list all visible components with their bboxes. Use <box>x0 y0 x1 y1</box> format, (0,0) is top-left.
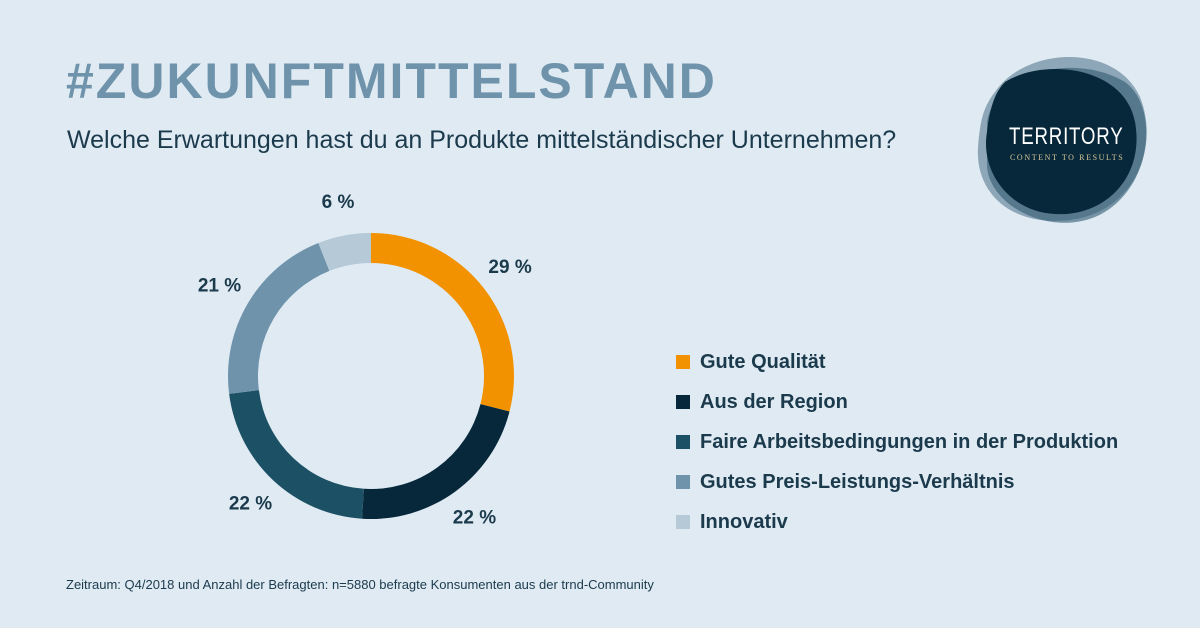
donut-slice-3 <box>229 390 364 519</box>
donut-slice-5 <box>318 233 371 271</box>
data-label-1: 29 % <box>488 257 531 278</box>
data-label-4: 21 % <box>198 275 241 296</box>
donut-chart: 29 % 22 % 22 % 21 % 6 % <box>198 192 532 528</box>
legend-label: Gute Qualität <box>700 350 826 373</box>
legend-item: Innovativ <box>676 502 1118 542</box>
legend-item: Aus der Region <box>676 382 1118 422</box>
legend-label: Faire Arbeitsbedingungen in der Produkti… <box>700 430 1119 453</box>
chart-legend: Gute Qualität Aus der Region Faire Arbei… <box>676 342 1118 542</box>
survey-question: Welche Erwartungen hast du an Produkte m… <box>67 126 897 154</box>
legend-swatch <box>676 395 690 409</box>
donut-slice-4 <box>228 243 330 394</box>
legend-item: Faire Arbeitsbedingungen in der Produkti… <box>676 422 1118 462</box>
headline: #ZUKUNFTMITTELSTAND <box>66 53 717 109</box>
logo-wordmark: TERRITORY <box>1009 123 1124 150</box>
legend-item: Gute Qualität <box>676 342 1118 382</box>
footnote: Zeitraum: Q4/2018 und Anzahl der Befragt… <box>66 577 654 592</box>
legend-label: Aus der Region <box>700 390 848 413</box>
data-label-5: 6 % <box>322 192 355 213</box>
legend-swatch <box>676 355 690 369</box>
territory-logo <box>977 57 1147 223</box>
legend-label: Innovativ <box>700 510 788 533</box>
legend-swatch <box>676 515 690 529</box>
data-label-3: 22 % <box>229 493 272 514</box>
data-label-2: 22 % <box>453 507 496 528</box>
legend-item: Gutes Preis-Leistungs-Verhältnis <box>676 462 1118 502</box>
logo-tagline: CONTENT TO RESULTS <box>1010 153 1125 162</box>
legend-label: Gutes Preis-Leistungs-Verhältnis <box>700 470 1015 493</box>
donut-slice-2 <box>362 404 510 519</box>
donut-slice-1 <box>371 233 515 412</box>
legend-swatch <box>676 435 690 449</box>
legend-swatch <box>676 475 690 489</box>
